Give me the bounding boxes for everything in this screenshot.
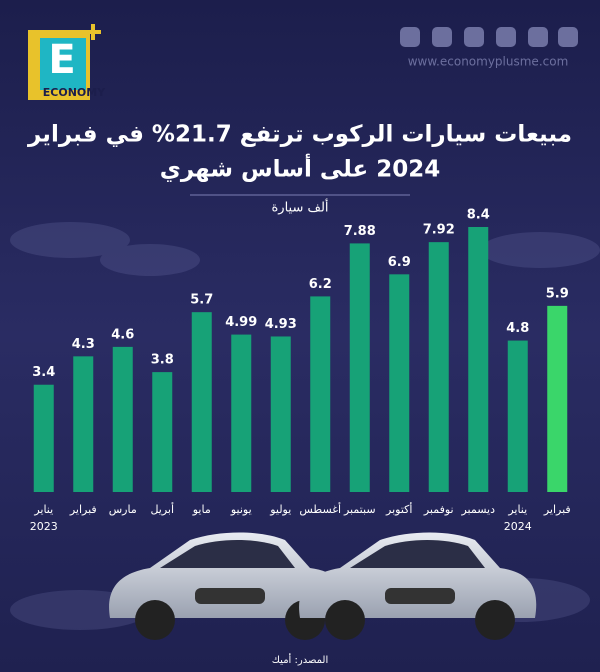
x-tick-label: مايو <box>192 503 211 516</box>
x-tick-label: يوليو <box>269 503 291 516</box>
x-tick-label: أبريل <box>150 502 174 516</box>
value-label: 4.99 <box>225 315 257 330</box>
value-label: 4.3 <box>72 337 95 352</box>
logo: E ECONOMY <box>28 24 106 100</box>
bar <box>33 384 54 492</box>
value-label: 6.2 <box>309 277 332 292</box>
value-label: 7.88 <box>344 224 376 239</box>
bar <box>310 296 331 492</box>
x-tick-label: نوفمبر <box>423 503 454 516</box>
bar <box>507 340 528 492</box>
value-label: 3.8 <box>151 353 174 368</box>
cars <box>109 532 537 640</box>
value-label: 4.93 <box>265 317 297 332</box>
bar <box>191 312 212 492</box>
value-label: 4.8 <box>506 321 529 336</box>
x-tick-label: فبراير <box>543 503 571 516</box>
x-tick-label: أكتوبر <box>385 502 412 516</box>
unit-label: ألف سيارة <box>271 199 328 216</box>
bar <box>112 346 133 492</box>
year-label: 2024 <box>504 520 532 533</box>
x-tick-label: يناير <box>507 503 527 516</box>
logo-plus <box>85 24 101 40</box>
source: المصدر: أميك <box>272 653 328 666</box>
bar <box>73 356 94 492</box>
logo-word: ECONOMY <box>43 86 106 99</box>
social-icons <box>400 27 578 47</box>
bar <box>547 305 568 492</box>
x-tick-label: ديسمبر <box>460 503 495 516</box>
value-label: 3.4 <box>32 365 55 380</box>
x-tick-label: يونيو <box>230 503 252 516</box>
bar <box>231 334 252 492</box>
x-tick-label: سبتمبر <box>343 503 376 516</box>
logo-letter: E <box>48 37 75 83</box>
chart-title: 2024 على أساس شهري <box>160 153 440 183</box>
value-label: 6.9 <box>388 255 411 270</box>
value-label: 8.4 <box>467 208 490 223</box>
x-tick-label: أغسطس <box>299 502 341 516</box>
x-tick-label: يناير <box>33 503 53 516</box>
x-tick-label: مارس <box>109 503 137 516</box>
bar <box>468 227 489 492</box>
logo-inner <box>40 38 86 90</box>
chart-title: مبيعات سيارات الركوب ترتفع 21.7% في فبرا… <box>27 122 572 148</box>
bar <box>152 372 173 492</box>
bar <box>428 242 449 492</box>
value-label: 7.92 <box>423 223 455 238</box>
x-tick-label: فبراير <box>69 503 97 516</box>
year-label: 2023 <box>30 520 58 533</box>
website: www.economyplusme.com <box>408 55 569 69</box>
bar <box>270 336 291 492</box>
value-label: 5.9 <box>546 286 569 301</box>
bar <box>389 274 410 492</box>
bar <box>349 243 370 492</box>
value-label: 4.6 <box>111 327 134 342</box>
value-label: 5.7 <box>190 293 213 308</box>
